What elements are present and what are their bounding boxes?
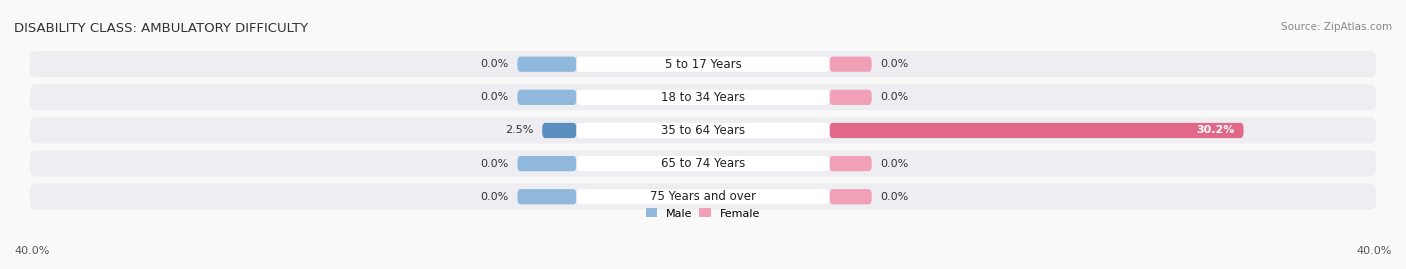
FancyBboxPatch shape — [830, 90, 872, 105]
FancyBboxPatch shape — [830, 56, 872, 72]
Text: 40.0%: 40.0% — [14, 246, 49, 256]
FancyBboxPatch shape — [30, 84, 1376, 110]
FancyBboxPatch shape — [517, 90, 576, 105]
Text: 2.5%: 2.5% — [505, 125, 534, 136]
FancyBboxPatch shape — [830, 189, 872, 204]
FancyBboxPatch shape — [517, 189, 576, 204]
FancyBboxPatch shape — [830, 156, 872, 171]
FancyBboxPatch shape — [30, 184, 1376, 210]
Text: 5 to 17 Years: 5 to 17 Years — [665, 58, 741, 71]
Text: 0.0%: 0.0% — [880, 92, 908, 102]
FancyBboxPatch shape — [576, 123, 830, 138]
Text: 35 to 64 Years: 35 to 64 Years — [661, 124, 745, 137]
FancyBboxPatch shape — [517, 56, 576, 72]
Text: 0.0%: 0.0% — [880, 59, 908, 69]
FancyBboxPatch shape — [830, 123, 1243, 138]
Text: 0.0%: 0.0% — [880, 192, 908, 202]
Text: 0.0%: 0.0% — [880, 159, 908, 169]
Text: 40.0%: 40.0% — [1357, 246, 1392, 256]
Text: 75 Years and over: 75 Years and over — [650, 190, 756, 203]
Text: 0.0%: 0.0% — [481, 159, 509, 169]
FancyBboxPatch shape — [30, 118, 1376, 143]
Text: 0.0%: 0.0% — [481, 92, 509, 102]
FancyBboxPatch shape — [517, 156, 576, 171]
Text: 18 to 34 Years: 18 to 34 Years — [661, 91, 745, 104]
Text: 65 to 74 Years: 65 to 74 Years — [661, 157, 745, 170]
FancyBboxPatch shape — [576, 90, 830, 105]
FancyBboxPatch shape — [576, 189, 830, 204]
FancyBboxPatch shape — [543, 123, 576, 138]
Text: 0.0%: 0.0% — [481, 192, 509, 202]
Text: 0.0%: 0.0% — [481, 59, 509, 69]
FancyBboxPatch shape — [30, 51, 1376, 77]
FancyBboxPatch shape — [30, 151, 1376, 176]
Text: DISABILITY CLASS: AMBULATORY DIFFICULTY: DISABILITY CLASS: AMBULATORY DIFFICULTY — [14, 22, 308, 34]
FancyBboxPatch shape — [576, 156, 830, 171]
Text: 30.2%: 30.2% — [1197, 125, 1234, 136]
Legend: Male, Female: Male, Female — [647, 208, 759, 219]
Text: Source: ZipAtlas.com: Source: ZipAtlas.com — [1281, 22, 1392, 31]
FancyBboxPatch shape — [576, 56, 830, 72]
